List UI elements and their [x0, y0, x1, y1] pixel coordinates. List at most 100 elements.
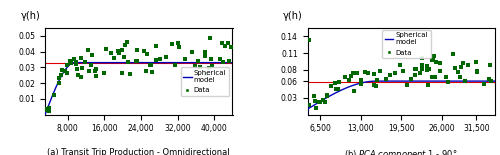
Point: [353, 71, 361, 74]
Point: [402, 84, 410, 86]
Point: [118, 49, 126, 51]
Point: [461, 80, 469, 82]
Point: [436, 62, 444, 64]
Point: [464, 64, 472, 66]
Legend: Spherical
model, Data: Spherical model, Data: [382, 30, 430, 58]
Point: [372, 79, 380, 82]
Point: [326, 85, 334, 87]
Point: [332, 87, 340, 90]
Point: [61, 69, 69, 72]
Point: [454, 71, 462, 74]
Point: [418, 64, 426, 66]
Point: [110, 57, 118, 60]
Point: [148, 71, 156, 73]
Point: [133, 49, 141, 51]
Point: [133, 60, 141, 62]
Point: [58, 69, 66, 72]
Point: [408, 78, 416, 80]
Text: γ(h): γ(h): [283, 11, 303, 21]
Point: [62, 71, 70, 74]
Point: [480, 83, 488, 86]
Point: [108, 52, 116, 54]
Point: [146, 64, 154, 66]
Point: [448, 53, 456, 56]
Point: [42, 108, 50, 111]
Point: [174, 42, 182, 45]
Point: [224, 42, 232, 44]
Point: [115, 52, 123, 54]
Point: [72, 61, 80, 64]
Point: [124, 60, 132, 63]
Point: [310, 95, 318, 97]
Point: [472, 70, 480, 72]
Point: [222, 45, 230, 47]
Point: [191, 64, 199, 67]
Point: [358, 79, 366, 81]
Point: [304, 104, 312, 107]
Point: [72, 62, 80, 64]
Point: [42, 108, 50, 110]
Point: [92, 75, 100, 77]
Point: [216, 58, 224, 60]
Point: [121, 44, 129, 46]
Point: [362, 71, 370, 74]
Point: [418, 57, 426, 60]
Point: [472, 61, 480, 63]
Point: [430, 76, 438, 78]
Point: [436, 70, 444, 72]
Text: (b) $\mathit{PCA\ component\ 1}$ - 90°: (b) $\mathit{PCA\ component\ 1}$ - 90°: [344, 148, 458, 155]
Point: [336, 80, 344, 83]
Point: [114, 50, 122, 52]
Point: [172, 64, 179, 66]
Point: [124, 41, 132, 43]
Point: [396, 64, 404, 66]
Point: [456, 76, 464, 79]
Point: [399, 70, 407, 72]
Point: [88, 64, 96, 67]
Point: [331, 82, 339, 85]
Point: [306, 38, 314, 41]
Legend: Spherical
model, Data: Spherical model, Data: [180, 67, 229, 96]
Point: [80, 61, 88, 64]
Point: [452, 67, 460, 70]
Point: [424, 68, 432, 71]
Point: [100, 72, 108, 75]
Point: [474, 71, 482, 73]
Point: [382, 78, 390, 80]
Point: [67, 62, 75, 64]
Point: [91, 70, 99, 72]
Point: [423, 65, 431, 68]
Point: [70, 58, 78, 60]
Point: [63, 63, 71, 66]
Point: [180, 58, 188, 60]
Point: [458, 66, 466, 68]
Point: [208, 65, 216, 67]
Point: [424, 69, 432, 71]
Point: [444, 81, 452, 84]
Point: [74, 74, 82, 76]
Point: [92, 68, 100, 71]
Point: [316, 100, 324, 103]
Point: [120, 55, 128, 58]
Point: [370, 73, 378, 75]
Point: [146, 64, 154, 66]
Point: [218, 42, 226, 44]
Point: [347, 75, 355, 77]
Point: [162, 56, 170, 58]
Point: [84, 49, 92, 51]
Point: [344, 78, 352, 81]
Point: [334, 88, 342, 90]
Point: [411, 74, 419, 76]
Text: (a) Transit Trip Production - Omnidirectional: (a) Transit Trip Production - Omnidirect…: [48, 148, 230, 155]
Point: [78, 67, 86, 70]
Point: [442, 76, 450, 79]
Point: [205, 67, 213, 70]
Point: [57, 73, 65, 76]
Point: [168, 43, 176, 46]
Point: [430, 57, 438, 60]
Point: [458, 62, 466, 64]
Point: [206, 58, 214, 61]
Point: [225, 60, 233, 62]
Point: [102, 48, 110, 50]
Point: [88, 53, 96, 56]
